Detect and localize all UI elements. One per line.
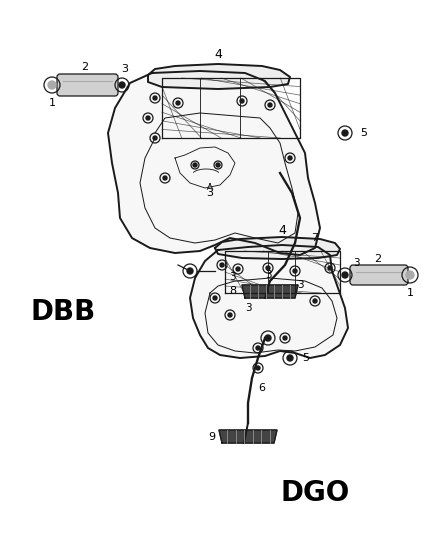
Polygon shape bbox=[215, 237, 340, 259]
Circle shape bbox=[153, 136, 157, 140]
Circle shape bbox=[266, 266, 270, 270]
Circle shape bbox=[342, 130, 348, 136]
Text: 3: 3 bbox=[353, 258, 359, 268]
Text: 3: 3 bbox=[229, 272, 235, 282]
Circle shape bbox=[287, 355, 293, 361]
Circle shape bbox=[193, 163, 197, 167]
Circle shape bbox=[228, 313, 232, 317]
Circle shape bbox=[342, 272, 348, 278]
Circle shape bbox=[48, 81, 56, 89]
Circle shape bbox=[256, 346, 260, 350]
Text: 3: 3 bbox=[206, 188, 213, 198]
Text: 7: 7 bbox=[311, 233, 318, 243]
Circle shape bbox=[163, 176, 167, 180]
FancyBboxPatch shape bbox=[350, 265, 408, 285]
FancyBboxPatch shape bbox=[57, 74, 118, 96]
Text: 6: 6 bbox=[258, 383, 265, 393]
Text: 9: 9 bbox=[208, 432, 215, 442]
Polygon shape bbox=[219, 430, 277, 443]
Circle shape bbox=[216, 163, 220, 167]
Text: 1: 1 bbox=[49, 98, 56, 108]
Polygon shape bbox=[148, 64, 290, 89]
Text: 5: 5 bbox=[302, 353, 309, 363]
Circle shape bbox=[153, 96, 157, 100]
Circle shape bbox=[213, 296, 217, 300]
Circle shape bbox=[256, 366, 260, 370]
Circle shape bbox=[240, 99, 244, 103]
Text: 3: 3 bbox=[265, 270, 271, 280]
Text: 3: 3 bbox=[297, 280, 303, 290]
Text: DGO: DGO bbox=[280, 479, 350, 507]
Polygon shape bbox=[242, 285, 298, 298]
Circle shape bbox=[313, 299, 317, 303]
Text: DBB: DBB bbox=[31, 298, 96, 326]
Text: 3: 3 bbox=[245, 303, 251, 313]
Text: 2: 2 bbox=[81, 62, 88, 72]
Text: 4: 4 bbox=[214, 49, 222, 61]
Circle shape bbox=[236, 267, 240, 271]
Circle shape bbox=[187, 268, 193, 274]
Text: 1: 1 bbox=[406, 288, 413, 298]
Circle shape bbox=[406, 271, 414, 279]
Circle shape bbox=[265, 335, 271, 341]
Text: 5: 5 bbox=[360, 128, 367, 138]
Text: 4: 4 bbox=[278, 224, 286, 238]
Polygon shape bbox=[108, 71, 320, 255]
Circle shape bbox=[283, 336, 287, 340]
Circle shape bbox=[293, 269, 297, 273]
Text: 2: 2 bbox=[374, 254, 381, 264]
Text: 8: 8 bbox=[230, 286, 237, 296]
Circle shape bbox=[146, 116, 150, 120]
Polygon shape bbox=[190, 245, 348, 358]
Circle shape bbox=[288, 156, 292, 160]
Circle shape bbox=[328, 266, 332, 270]
Circle shape bbox=[176, 101, 180, 105]
Text: 3: 3 bbox=[121, 64, 128, 74]
Circle shape bbox=[268, 103, 272, 107]
Circle shape bbox=[220, 263, 224, 267]
Circle shape bbox=[119, 82, 125, 88]
